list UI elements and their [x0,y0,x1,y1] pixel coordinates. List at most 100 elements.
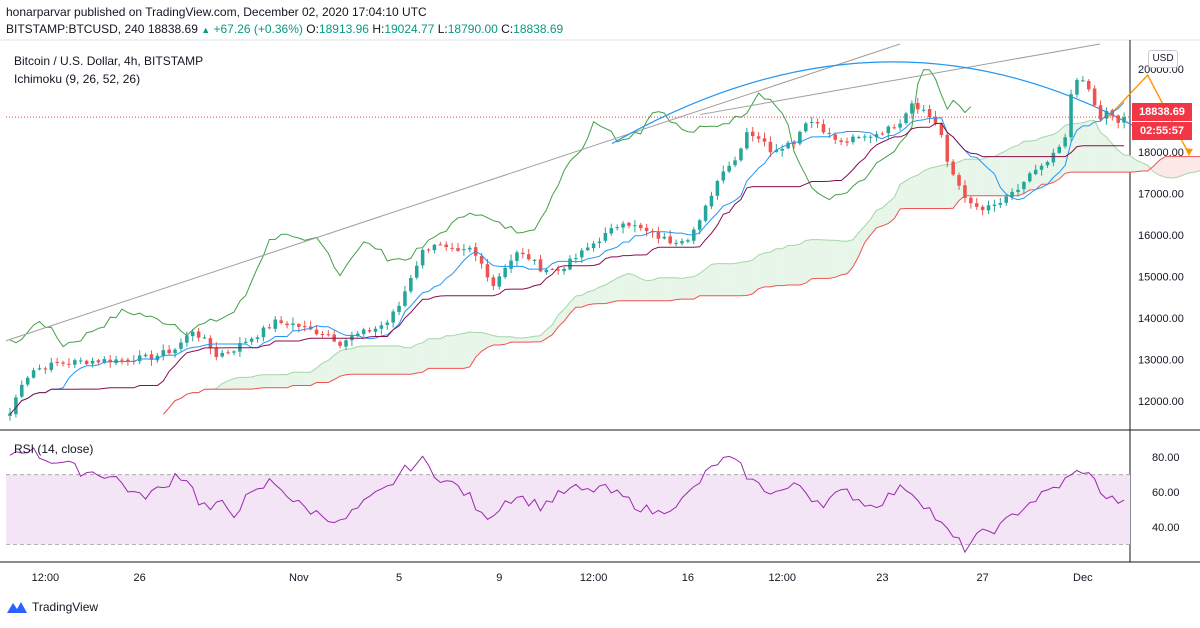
bar-countdown-tag: 02:55:57 [1132,122,1192,140]
cloud-segment [481,332,488,352]
last-price-tag: 18838.69 [1132,103,1192,121]
candle-body [532,259,537,261]
candle-body [14,397,18,415]
candle-body [963,185,967,199]
cloud-segment [693,273,700,300]
cloud-segment [428,338,435,369]
cloud-segment [369,345,376,375]
rsi-legend[interactable]: RSI (14, close) [14,442,94,456]
candle-body [1010,191,1014,198]
candle-body [149,354,154,360]
candle-body [1116,115,1120,123]
cloud-segment [446,335,453,369]
candle-body [220,352,224,357]
cloud-segment [941,164,948,209]
candle-body [916,102,920,110]
cloud-segment [298,372,305,386]
candle-body [297,324,301,327]
candle-body [403,291,407,306]
candle-body [43,368,48,370]
candle-body [786,142,790,149]
candle-body [656,232,661,239]
candle-body [538,259,543,272]
candle-body [161,350,166,357]
cloud-segment [682,277,688,300]
candle-body [196,331,201,338]
candle-body [249,338,254,342]
high-label: H: [372,22,385,36]
candle-body [78,360,83,362]
rsi-line [9,447,1125,554]
candle-body [96,360,101,363]
candle-body [420,249,425,266]
rsi-tick-label: 60.00 [1152,487,1180,499]
cloud-segment [705,264,712,296]
currency-button[interactable]: USD [1148,50,1178,68]
candle-body [49,362,54,370]
candle-body [373,328,378,332]
candle-body [921,109,926,111]
tradingview-footer[interactable]: TradingView [6,600,98,614]
cloud-segment [929,166,936,209]
symbol-label: BITSTAMP:BTCUSD, 240 [6,22,145,36]
cloud-segment [499,336,506,345]
cloud-segment [829,240,836,279]
cloud-segment [387,345,394,375]
candle-body [438,244,443,246]
candle-body [126,359,130,362]
candle-body [361,329,366,335]
candle-body [1110,110,1115,116]
rsi-tick-label: 40.00 [1152,522,1180,534]
cloud-segment [416,342,423,374]
candle-body [509,260,513,269]
time-tick-label: 9 [496,572,502,584]
trend-line [699,43,1101,116]
candle-body [25,377,30,385]
rsi-band [6,474,1130,545]
candle-body [568,258,572,270]
close-value: 18838.69 [513,22,564,36]
candle-body [308,326,313,330]
cloud-segment [1076,122,1083,173]
ichimoku-legend[interactable]: Ichimoku (9, 26, 52, 26) [14,72,141,86]
cloud-segment [988,156,995,196]
candle-body [550,268,555,270]
cloud-segment [935,165,942,209]
candle-body [574,258,578,260]
cloud-segment [640,278,647,301]
cloud-segment [628,273,635,301]
cloud-segment [346,348,352,375]
candle-body [20,384,24,397]
candle-body [892,127,896,129]
cloud-segment [711,263,718,296]
candle-body [904,113,908,123]
candle-body [444,244,448,248]
candle-body [391,311,395,323]
candle-body [185,335,189,343]
price-tick-label: 12000.00 [1138,396,1184,408]
cloud-segment [1135,159,1142,172]
cloud-segment [1112,143,1119,173]
candle-body [426,249,431,251]
cloud-segment [658,277,665,301]
candle-body [226,352,230,354]
candle-body [721,171,726,181]
candle-body [1081,80,1085,82]
cloud-segment [599,285,606,304]
candle-body [638,224,643,229]
candle-body [910,103,914,114]
cloud-segment [463,331,470,369]
candle-body [397,305,401,312]
close-label: C: [501,22,514,36]
time-tick-label: 5 [396,572,402,584]
cloud-segment [1171,156,1178,179]
candle-body [491,277,496,286]
cloud-segment [570,296,576,314]
cloud-segment [351,346,358,375]
cloud-segment [835,240,842,278]
candle-body [232,351,236,353]
open-label: O: [306,22,319,36]
high-value: 19024.77 [384,22,435,36]
candle-body [344,340,348,347]
cloud-segment [469,331,476,367]
